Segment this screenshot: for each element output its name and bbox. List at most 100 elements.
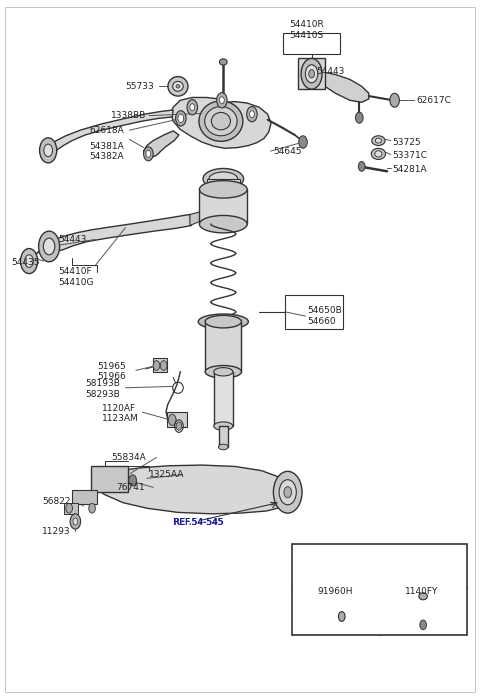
- Polygon shape: [171, 97, 271, 148]
- Polygon shape: [190, 212, 205, 226]
- Text: REF.54-545: REF.54-545: [173, 518, 223, 526]
- Circle shape: [129, 475, 136, 486]
- Circle shape: [21, 249, 37, 273]
- Ellipse shape: [173, 82, 183, 91]
- Bar: [214, 372, 233, 426]
- Circle shape: [250, 110, 254, 117]
- Ellipse shape: [214, 422, 233, 431]
- Ellipse shape: [375, 151, 382, 157]
- Circle shape: [301, 59, 322, 89]
- Text: 62618A: 62618A: [90, 126, 124, 135]
- Text: 11293: 11293: [42, 528, 71, 536]
- Ellipse shape: [419, 593, 427, 600]
- Text: 54381A
54382A: 54381A 54382A: [90, 142, 124, 161]
- Text: 1140FY: 1140FY: [405, 586, 438, 596]
- Ellipse shape: [198, 314, 248, 329]
- Circle shape: [390, 93, 399, 107]
- Text: 1338BB: 1338BB: [111, 111, 146, 120]
- Ellipse shape: [209, 172, 238, 186]
- Text: 54281A: 54281A: [393, 166, 427, 174]
- Circle shape: [25, 255, 34, 267]
- Ellipse shape: [176, 85, 180, 88]
- Text: 54410F
54410G: 54410F 54410G: [59, 267, 94, 287]
- Ellipse shape: [371, 148, 385, 159]
- Circle shape: [39, 138, 57, 163]
- Circle shape: [168, 415, 176, 426]
- Ellipse shape: [199, 180, 247, 198]
- Bar: [205, 322, 241, 372]
- Circle shape: [356, 112, 363, 123]
- Circle shape: [38, 231, 60, 262]
- Circle shape: [359, 161, 365, 171]
- Circle shape: [178, 114, 184, 122]
- Circle shape: [305, 65, 318, 83]
- Text: 54410R
54410S: 54410R 54410S: [289, 20, 324, 40]
- Circle shape: [420, 620, 426, 630]
- Circle shape: [299, 136, 307, 148]
- Ellipse shape: [375, 138, 382, 143]
- Text: 54435: 54435: [11, 258, 39, 267]
- Bar: [72, 490, 97, 504]
- Circle shape: [274, 471, 302, 513]
- Circle shape: [43, 238, 55, 255]
- Ellipse shape: [199, 101, 243, 141]
- Text: 55834A: 55834A: [111, 453, 146, 462]
- Ellipse shape: [206, 182, 240, 196]
- Circle shape: [66, 503, 72, 513]
- Ellipse shape: [203, 168, 243, 189]
- Ellipse shape: [205, 315, 241, 328]
- Circle shape: [70, 514, 81, 529]
- Ellipse shape: [214, 368, 233, 376]
- Polygon shape: [47, 110, 173, 155]
- Circle shape: [89, 503, 96, 513]
- Ellipse shape: [218, 444, 228, 449]
- Text: REF.54-545: REF.54-545: [173, 518, 223, 526]
- Text: 53725: 53725: [393, 138, 421, 147]
- Polygon shape: [95, 465, 295, 514]
- Bar: [298, 59, 325, 89]
- Text: 76741: 76741: [116, 483, 144, 492]
- Circle shape: [309, 70, 314, 78]
- Text: 54443: 54443: [59, 235, 87, 244]
- Bar: [91, 466, 128, 492]
- Bar: [206, 179, 240, 189]
- Circle shape: [144, 147, 153, 161]
- Ellipse shape: [168, 77, 188, 96]
- Bar: [285, 295, 343, 329]
- Text: 54645: 54645: [274, 147, 302, 156]
- Circle shape: [279, 480, 296, 505]
- Text: 56822: 56822: [42, 497, 71, 506]
- Circle shape: [176, 422, 182, 431]
- Ellipse shape: [204, 106, 237, 136]
- Ellipse shape: [199, 215, 247, 233]
- Circle shape: [44, 144, 52, 157]
- Circle shape: [219, 96, 224, 103]
- Circle shape: [284, 487, 291, 498]
- Polygon shape: [144, 131, 179, 158]
- Bar: [153, 358, 167, 372]
- Circle shape: [176, 110, 186, 126]
- Circle shape: [338, 612, 345, 621]
- Text: 91960H: 91960H: [318, 586, 353, 596]
- Circle shape: [187, 99, 198, 115]
- Circle shape: [216, 92, 227, 108]
- Ellipse shape: [219, 59, 227, 65]
- Bar: [168, 412, 187, 428]
- Text: 54443: 54443: [316, 66, 345, 75]
- Bar: [218, 426, 228, 447]
- Circle shape: [73, 518, 78, 525]
- Text: 62617C: 62617C: [417, 96, 452, 105]
- Text: 1325AA: 1325AA: [149, 470, 185, 480]
- Circle shape: [190, 103, 195, 110]
- Polygon shape: [325, 73, 369, 102]
- Circle shape: [247, 106, 257, 122]
- Bar: [199, 189, 247, 224]
- Bar: [283, 33, 340, 54]
- Circle shape: [153, 361, 160, 370]
- Circle shape: [146, 150, 151, 157]
- Text: 53371C: 53371C: [393, 152, 428, 161]
- Bar: [292, 545, 467, 635]
- Text: 54650B
54660: 54650B 54660: [307, 306, 342, 326]
- Text: 1120AF
1123AM: 1120AF 1123AM: [102, 404, 138, 424]
- Circle shape: [160, 361, 167, 370]
